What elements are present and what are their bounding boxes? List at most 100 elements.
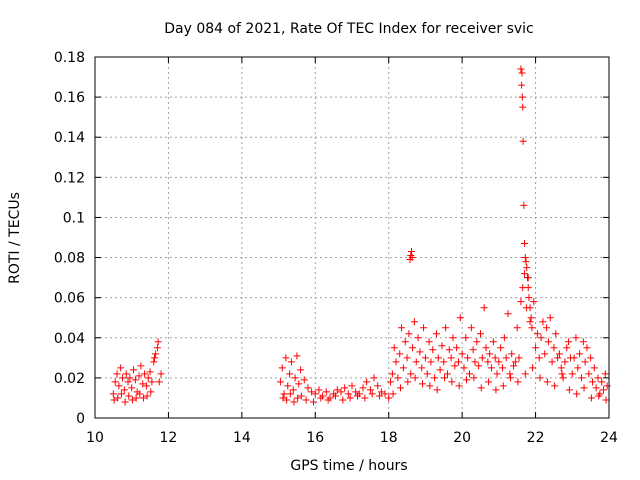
- data-point: [410, 318, 418, 326]
- data-point: [521, 240, 529, 248]
- data-point: [425, 338, 433, 346]
- data-point: [297, 392, 305, 400]
- data-point: [114, 394, 122, 402]
- data-point: [460, 364, 468, 372]
- data-point: [504, 310, 512, 318]
- data-point: [115, 382, 123, 390]
- data-point: [570, 354, 578, 362]
- data-point: [537, 334, 545, 342]
- y-tick-label: 0.12: [54, 170, 85, 186]
- data-point: [456, 314, 464, 322]
- data-point: [528, 324, 536, 332]
- data-point: [554, 354, 562, 362]
- data-point: [354, 392, 362, 400]
- data-point: [120, 386, 128, 394]
- data-point: [526, 304, 534, 312]
- data-point: [470, 374, 478, 382]
- data-point: [559, 374, 567, 382]
- data-point: [465, 370, 473, 378]
- data-point: [561, 358, 569, 366]
- data-point: [111, 378, 119, 386]
- y-tick-label: 0.04: [54, 331, 85, 347]
- data-point: [526, 318, 534, 326]
- data-point: [359, 384, 367, 392]
- data-point: [448, 378, 456, 386]
- data-point: [341, 384, 349, 392]
- data-point: [414, 334, 422, 342]
- data-point: [491, 354, 499, 362]
- data-point: [418, 380, 426, 388]
- data-point: [517, 65, 525, 73]
- data-point: [420, 324, 428, 332]
- data-point: [577, 374, 585, 382]
- data-point: [539, 318, 547, 326]
- data-point: [426, 382, 434, 390]
- data-point: [535, 354, 543, 362]
- data-point: [587, 394, 595, 402]
- data-point: [486, 350, 494, 358]
- data-point: [548, 358, 556, 366]
- data-point: [441, 374, 449, 382]
- data-point: [396, 384, 404, 392]
- data-point: [427, 358, 435, 366]
- data-point: [451, 362, 459, 370]
- data-point: [434, 354, 442, 362]
- data-point: [411, 374, 419, 382]
- data-point: [488, 364, 496, 372]
- data-point: [595, 392, 603, 400]
- data-point: [147, 388, 155, 396]
- data-point: [544, 338, 552, 346]
- data-point: [125, 392, 133, 400]
- data-point: [506, 370, 514, 378]
- data-point: [297, 366, 305, 374]
- data-point: [432, 330, 440, 338]
- data-point: [363, 378, 371, 386]
- data-point: [515, 354, 523, 362]
- data-point: [337, 388, 345, 396]
- data-point: [438, 342, 446, 350]
- data-point: [117, 390, 125, 398]
- data-point: [557, 364, 565, 372]
- data-point: [387, 378, 395, 386]
- data-point: [458, 350, 466, 358]
- data-point: [361, 394, 369, 402]
- data-point: [576, 350, 584, 358]
- plot-frame: [94, 56, 610, 419]
- data-point: [155, 378, 163, 386]
- data-point: [508, 350, 516, 358]
- data-point: [109, 390, 117, 398]
- data-point: [276, 378, 284, 386]
- data-point: [601, 370, 609, 378]
- data-point: [573, 390, 581, 398]
- data-point: [590, 364, 598, 372]
- data-point: [499, 364, 507, 372]
- data-point: [287, 358, 295, 366]
- data-point: [132, 394, 140, 402]
- data-point: [154, 338, 162, 346]
- data-point: [555, 350, 563, 358]
- data-point: [510, 362, 518, 370]
- data-point: [331, 392, 339, 400]
- data-point: [592, 384, 600, 392]
- data-point: [283, 396, 291, 404]
- data-point: [543, 324, 551, 332]
- data-point: [404, 378, 412, 386]
- y-axis-title: ROTI / TECUs: [7, 192, 23, 284]
- data-point: [518, 69, 526, 77]
- x-tick-label: 18: [380, 430, 398, 446]
- data-point: [499, 382, 507, 390]
- data-point: [150, 358, 158, 366]
- data-point: [374, 382, 382, 390]
- data-point: [407, 248, 415, 256]
- x-tick-label: 16: [306, 430, 324, 446]
- y-tick-label: 0.02: [54, 371, 85, 387]
- data-point: [302, 396, 310, 404]
- data-point: [388, 370, 396, 378]
- data-point: [282, 354, 290, 362]
- data-point: [322, 388, 330, 396]
- data-point: [519, 103, 527, 111]
- data-point: [477, 330, 484, 338]
- data-point: [124, 378, 132, 386]
- data-point: [141, 370, 149, 378]
